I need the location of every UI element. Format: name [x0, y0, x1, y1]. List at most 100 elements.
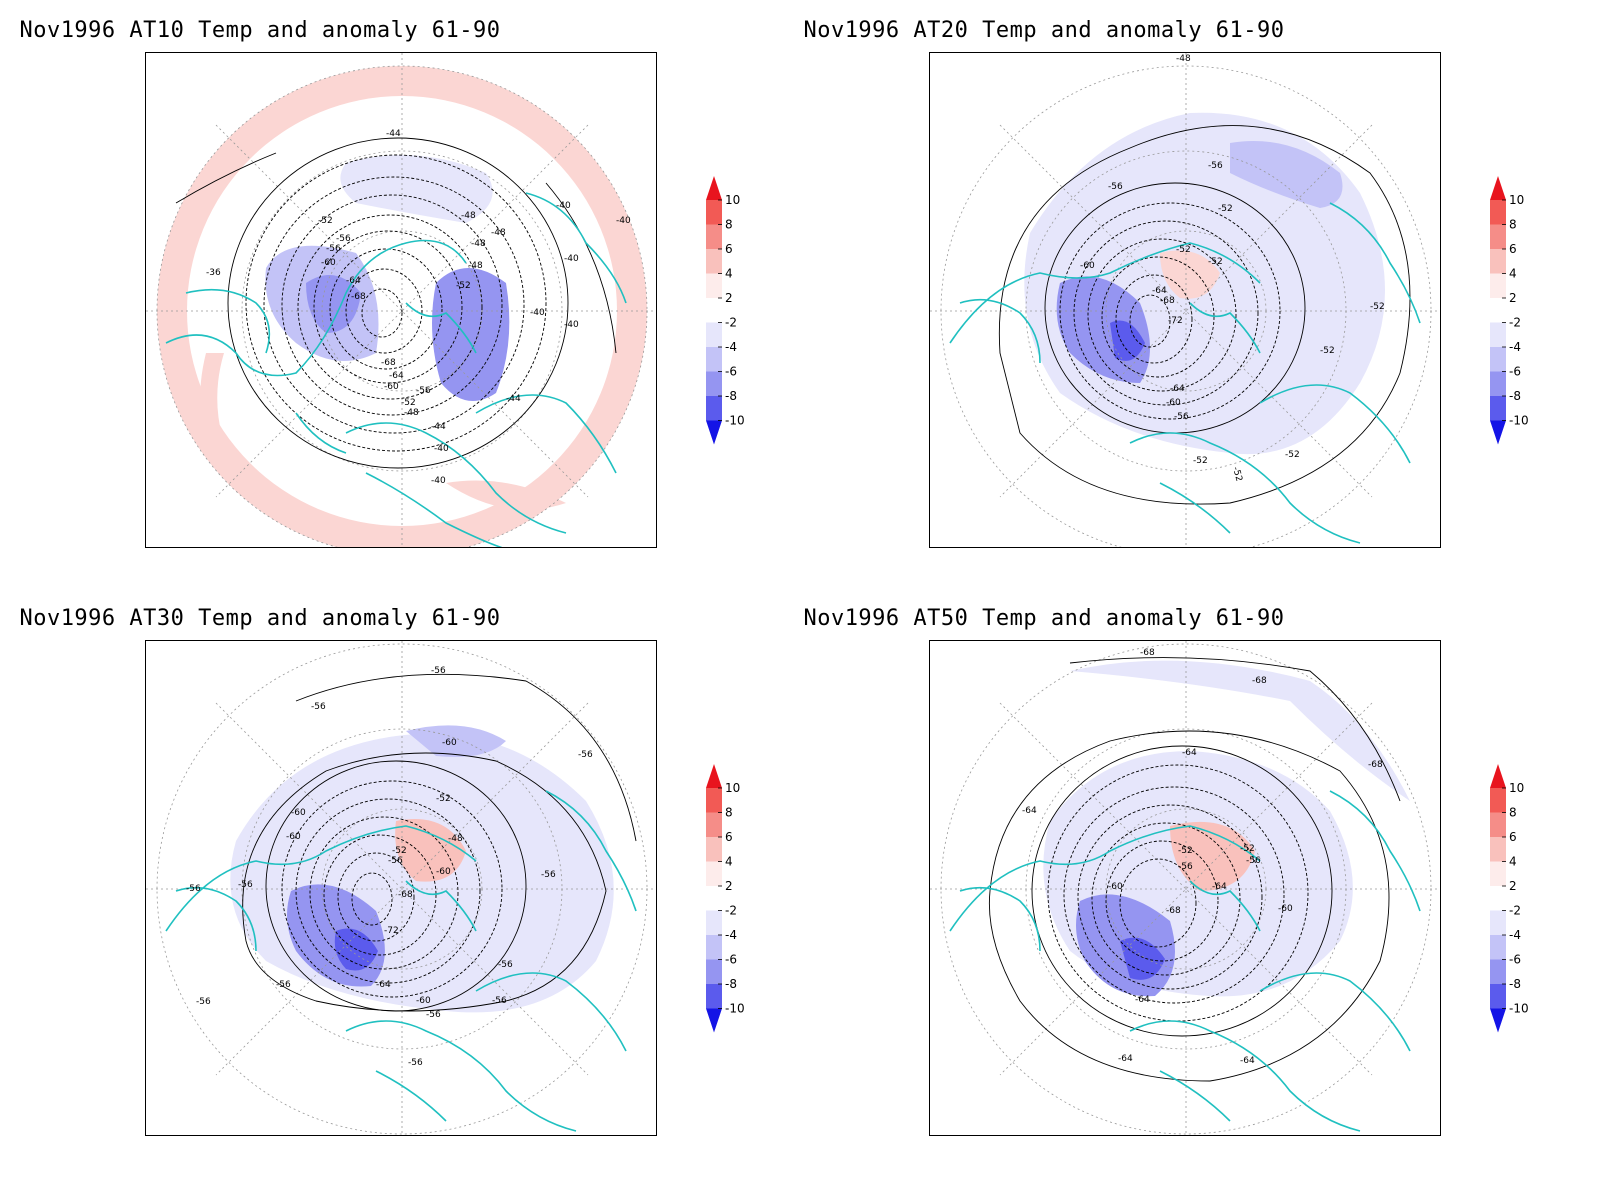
contour-label: -52 — [1193, 456, 1208, 466]
colorbar-tick-label: 8 — [725, 806, 733, 820]
contour-label: -52 — [436, 794, 451, 804]
contour-label: -56 — [1208, 161, 1223, 171]
colorbar-tick-label: -8 — [1509, 977, 1521, 991]
colorbar: 10 8 6 4 2 -2 -4 -6 -8 -10 — [700, 760, 780, 1050]
contour-label: -60 — [286, 832, 301, 842]
colorbar-tick-label: -2 — [1509, 904, 1521, 918]
polar-map: -48 -56 -56 -52 -52 -52 -60 -64 -68 -72 … — [929, 52, 1441, 548]
contour-label: -52 — [392, 846, 407, 856]
contour-label: -56 — [416, 386, 431, 396]
contour-label: -56 — [431, 666, 446, 676]
colorbar-arrow-top — [706, 176, 722, 200]
colorbar-tick-label: -6 — [1509, 953, 1521, 967]
colorbar-swatch — [1490, 959, 1506, 984]
polar-map: -68 -68 -64 -68 -64 -52 -52 -56 -56 -60 … — [929, 640, 1441, 1136]
panel-title: Nov1996 AT10 Temp and anomaly 61-90 — [19, 18, 501, 43]
contour-label: -64 — [346, 276, 361, 286]
colorbar-swatch — [706, 837, 722, 862]
contour-label-group: -56 -56 -60 -56 -52 -60 -60 -48 -52 -56 … — [186, 666, 593, 1068]
contour-label: -52 — [1285, 450, 1300, 460]
anomaly-cold-region — [1110, 320, 1145, 361]
contour-label: -56 — [238, 880, 253, 890]
contour-label: -56 — [1246, 856, 1261, 866]
contour-label: -60 — [1166, 398, 1181, 408]
colorbar-tick-label: -4 — [1509, 340, 1521, 354]
colorbar-svg: 10 8 6 4 2 -2 -4 -6 -8 -10 — [1490, 176, 1529, 445]
anomaly-cold-region — [406, 725, 506, 757]
contour-label: -56 — [426, 1010, 441, 1020]
colorbar-tick-label: -2 — [1509, 316, 1521, 330]
map-svg: -48 -56 -56 -52 -52 -52 -60 -64 -68 -72 … — [930, 53, 1440, 547]
colorbar-swatch — [1490, 322, 1506, 347]
map-svg: -44 -52 -56 -56 -60 -64 -68 -36 -48 -48 … — [146, 53, 656, 547]
contour-label: -60 — [442, 738, 457, 748]
colorbar-swatch — [706, 298, 722, 323]
colorbar-tick-label: 10 — [725, 781, 740, 795]
colorbar-tick-label: -10 — [725, 414, 745, 428]
colorbar-tick-label: -10 — [1509, 414, 1529, 428]
colorbar-swatch — [706, 861, 722, 886]
contour-label: -68 — [398, 890, 413, 900]
panel-at20: Nov1996 AT20 Temp and anomaly 61-90 — [784, 0, 1564, 590]
colorbar-swatch — [1490, 935, 1506, 960]
colorbar-swatch — [1490, 886, 1506, 911]
contour-label: -60 — [291, 808, 306, 818]
contour-label: -48 — [491, 228, 506, 238]
contour-label: -56 — [276, 980, 291, 990]
anomaly-warm-patch — [1170, 821, 1255, 891]
contour-lines — [998, 125, 1411, 505]
contour-label: -64 — [1240, 1056, 1255, 1066]
contour-label: -56 — [498, 960, 513, 970]
contour-label: -64 — [1170, 384, 1185, 394]
contour-label: -60 — [1108, 882, 1123, 892]
contour-label: -40 — [556, 201, 571, 211]
colorbar-tick-label: -8 — [725, 977, 737, 991]
contour-label: -56 — [492, 996, 507, 1006]
contour-label-group: -68 -68 -64 -68 -64 -52 -52 -56 -56 -60 … — [1022, 648, 1383, 1066]
panel-at10: Nov1996 AT10 Temp and anomaly 61-90 — [0, 0, 780, 590]
contour-label: -64 — [389, 371, 404, 381]
polar-map: -44 -52 -56 -56 -60 -64 -68 -36 -48 -48 … — [145, 52, 657, 548]
colorbar-tick-label: 2 — [1509, 879, 1517, 893]
panel-at50: Nov1996 AT50 Temp and anomaly 61-90 — [784, 588, 1564, 1178]
contour-label: -64 — [1182, 748, 1197, 758]
colorbar-tick-label: 10 — [725, 193, 740, 207]
contour-label: -48 — [471, 239, 486, 249]
coastlines — [949, 790, 1421, 1132]
contour-label: -48 — [1176, 54, 1191, 64]
contour-label: -64 — [1212, 882, 1227, 892]
colorbar-tick-label: 4 — [1509, 267, 1517, 281]
colorbar-tick-label: -4 — [725, 928, 737, 942]
contour-label: -60 — [321, 258, 336, 268]
contour-label: -52 — [1178, 846, 1193, 856]
colorbar-swatch — [706, 984, 722, 1009]
contour-label: -68 — [1140, 648, 1155, 658]
colorbar-tick-label: 6 — [1509, 242, 1517, 256]
colorbar-arrow-bottom — [1490, 1008, 1506, 1033]
colorbar-swatch — [706, 959, 722, 984]
contour-label: -56 — [1178, 862, 1193, 872]
contour-label: -56 — [326, 244, 341, 254]
colorbar-tick-label: 4 — [1509, 855, 1517, 869]
colorbar-tick-label: -2 — [725, 904, 737, 918]
colorbar-swatch — [1490, 298, 1506, 323]
colorbar-tick-label: -2 — [725, 316, 737, 330]
colorbar-swatch — [706, 347, 722, 372]
colorbar-swatch — [1490, 861, 1506, 886]
colorbar: 10 8 6 4 2 -2 -4 -6 -8 -10 — [1484, 172, 1564, 462]
colorbar-tick-label: -4 — [725, 340, 737, 354]
colorbar-swatch — [706, 812, 722, 837]
colorbar-tick-label: -4 — [1509, 928, 1521, 942]
panel-title: Nov1996 AT20 Temp and anomaly 61-90 — [803, 18, 1285, 43]
contour-label: -60 — [1080, 261, 1095, 271]
contour-label: -36 — [206, 268, 221, 278]
contour-label: -64 — [1152, 286, 1167, 296]
colorbar-tick-label: 10 — [1509, 193, 1524, 207]
coastlines — [949, 202, 1421, 544]
colorbar-tick-label: 10 — [1509, 781, 1524, 795]
colorbar-tick-label: 2 — [725, 291, 733, 305]
contour-label-group: -48 -56 -56 -52 -52 -52 -60 -64 -68 -72 … — [1080, 54, 1385, 483]
colorbar-swatch — [706, 910, 722, 935]
contour-label: -72 — [1168, 316, 1183, 326]
contour-label: -52 — [1208, 257, 1223, 267]
